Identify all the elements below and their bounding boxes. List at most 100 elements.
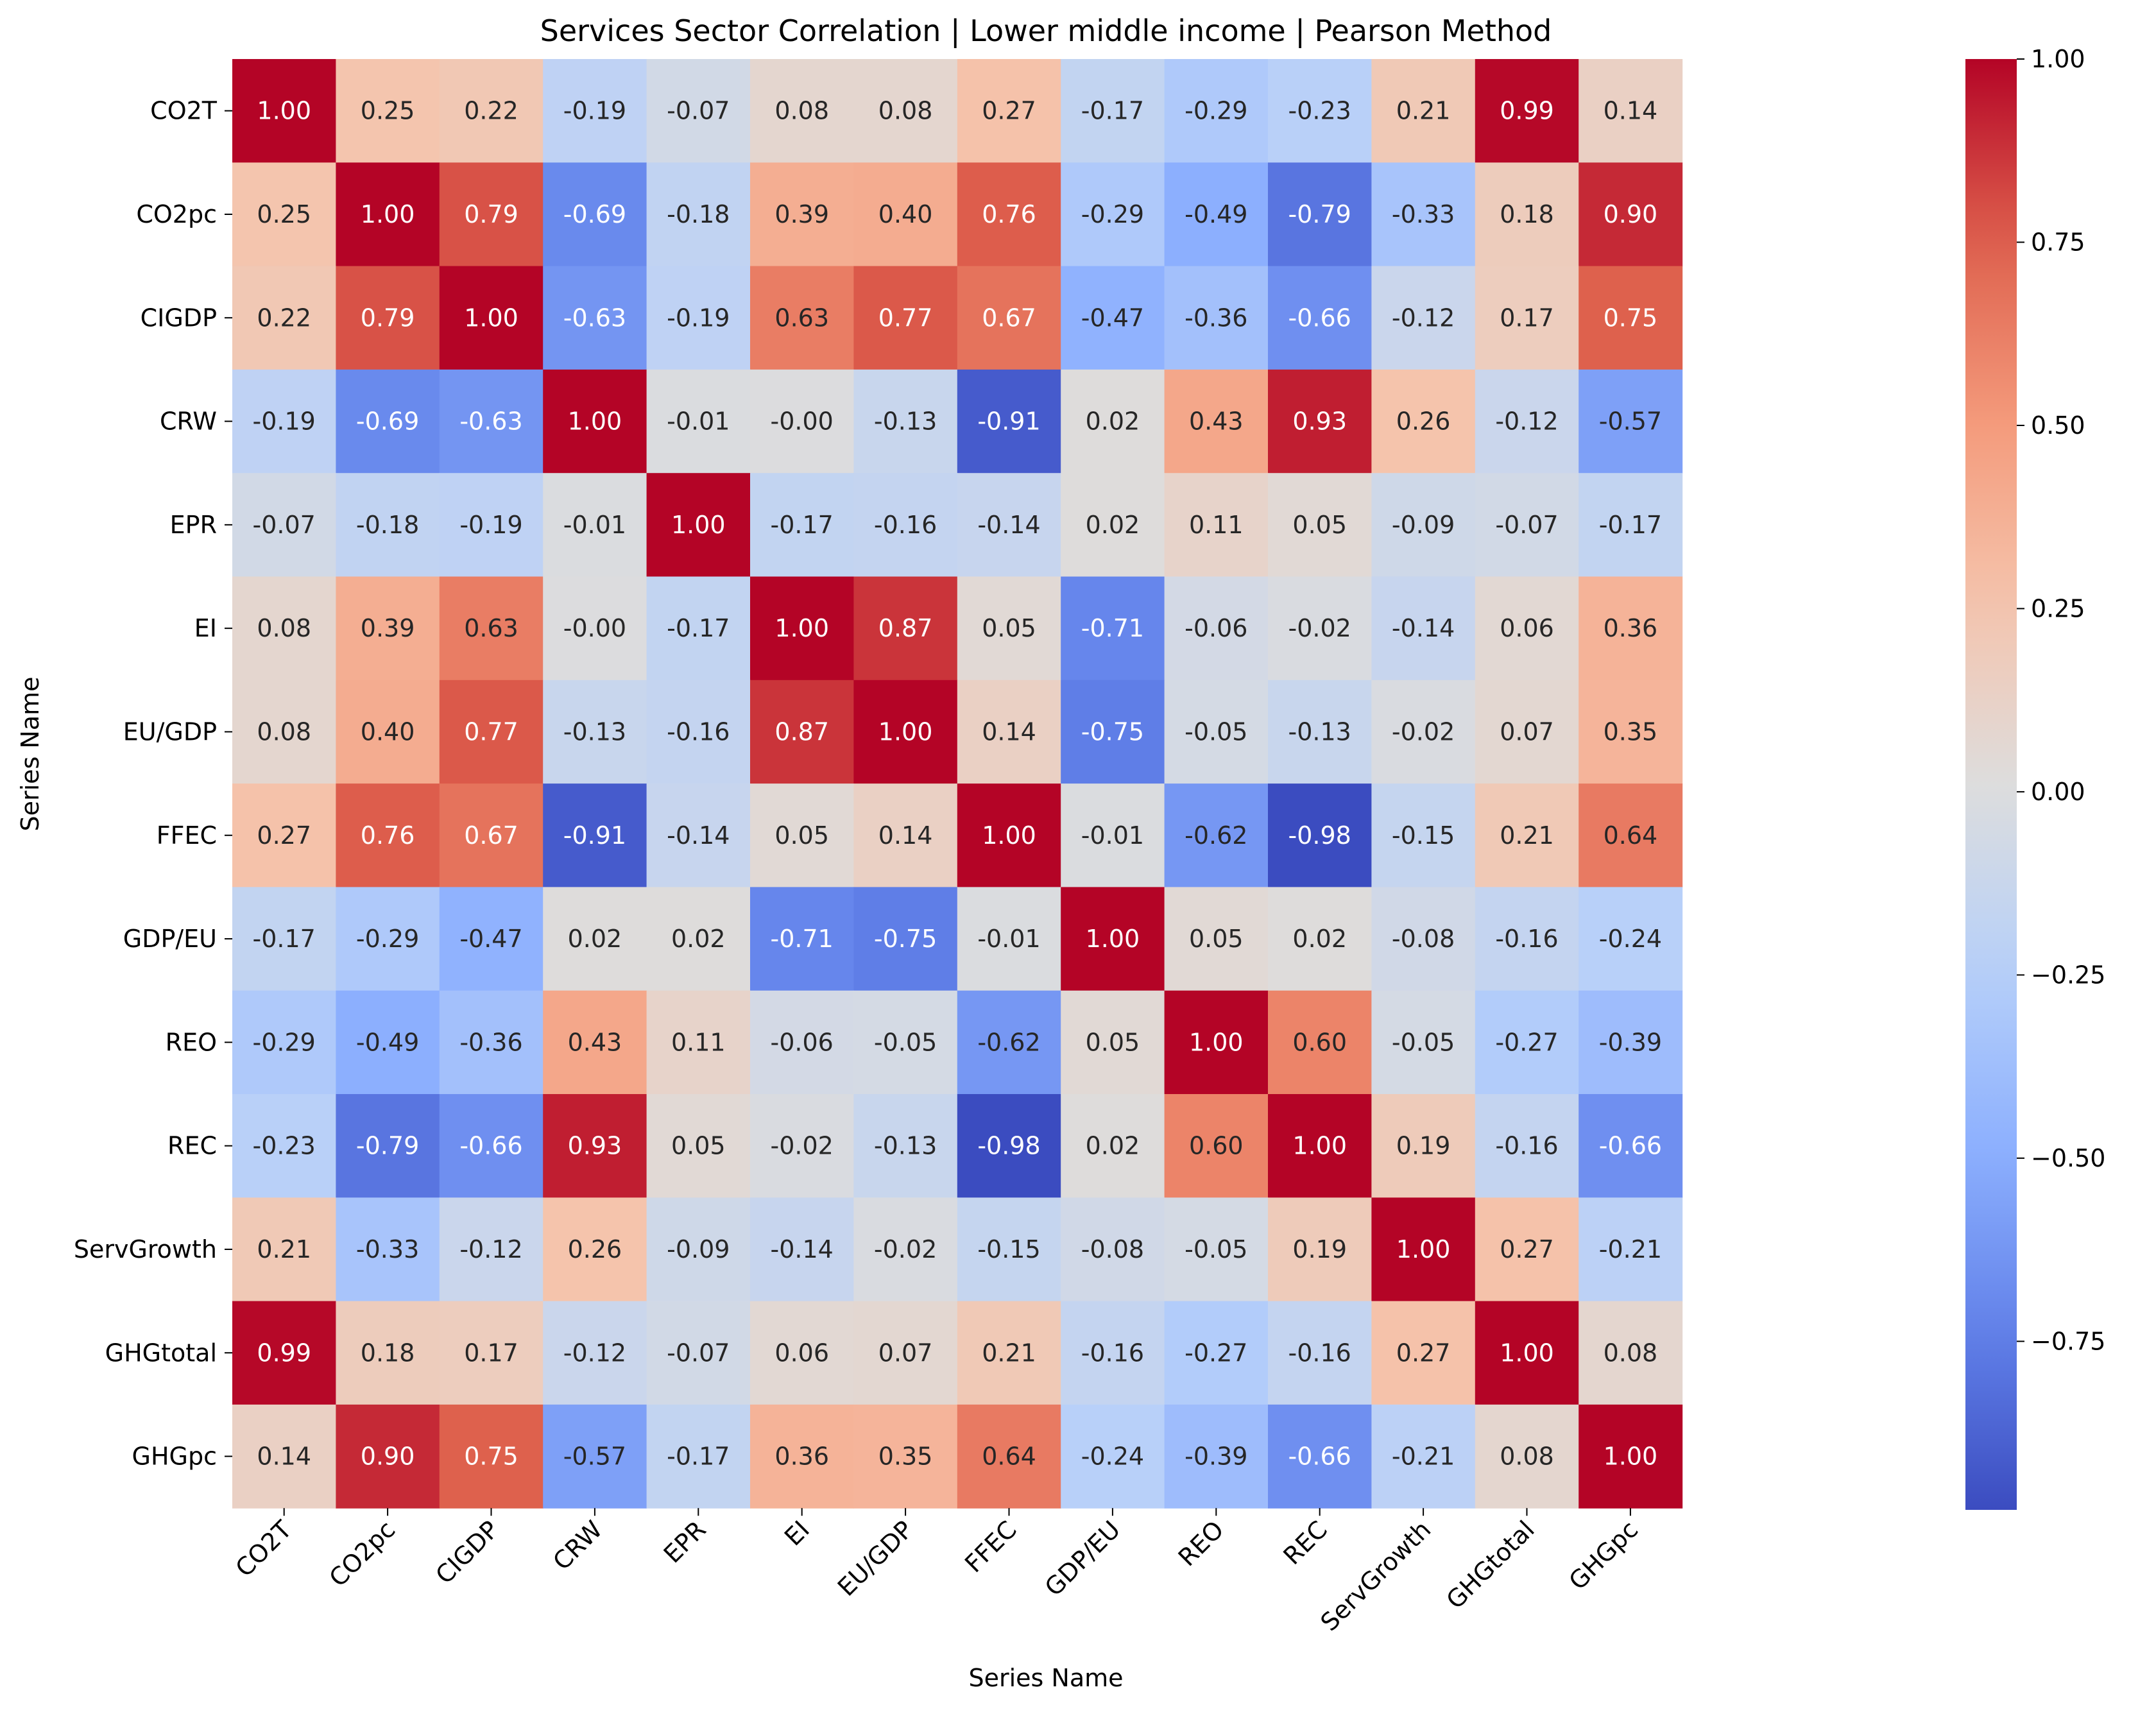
heatmap-cell <box>1371 369 1476 474</box>
cell-value-label: 0.21 <box>1396 97 1451 125</box>
heatmap-cell <box>439 783 543 887</box>
heatmap-cell <box>1268 783 1372 887</box>
heatmap-cell <box>1268 59 1372 163</box>
cell-value-label: 0.19 <box>1396 1132 1451 1160</box>
cell-value-label: 0.35 <box>1604 717 1658 746</box>
cell-value-label: -0.66 <box>459 1132 522 1160</box>
cell-value-label: -0.33 <box>356 1235 419 1263</box>
cell-value-label: -0.06 <box>1185 614 1247 642</box>
heatmap-cell <box>1164 1197 1269 1302</box>
heatmap-cell <box>853 1094 958 1198</box>
cell-value-label: -0.07 <box>253 511 316 539</box>
heatmap-cell <box>1061 783 1165 887</box>
cell-value-label: 0.27 <box>1396 1339 1451 1367</box>
cell-value-label: -0.15 <box>977 1235 1040 1263</box>
heatmap-cell <box>957 887 1061 991</box>
cell-value-label: -0.66 <box>1288 304 1351 332</box>
cell-value-label: 0.19 <box>1292 1235 1347 1263</box>
cell-value-label: -0.18 <box>356 511 419 539</box>
y-tick-label: EI <box>194 614 217 642</box>
x-tick-label: EU/GDP <box>832 1515 919 1602</box>
heatmap-cell <box>439 680 543 784</box>
heatmap-cell <box>336 576 440 681</box>
heatmap-cell <box>543 59 647 163</box>
y-tick-label: CIGDP <box>141 304 217 332</box>
heatmap-cell <box>853 369 958 474</box>
colorbar: 1.00 0.75 0.50 0.25 0.00 −0.25 −0.50 −0.75 <box>1965 45 2105 1510</box>
cell-value-label: 0.18 <box>361 1339 415 1367</box>
heatmap-cell <box>853 1197 958 1302</box>
heatmap-cell <box>1061 266 1165 370</box>
y-axis-ticks: CO2T CO2pc CIGDP CRW EPR EI EU/GDP FFEC GDP/EU RE… <box>74 97 232 1471</box>
cell-value-label: 0.40 <box>361 717 415 746</box>
cell-value-label: -0.00 <box>771 407 834 436</box>
heatmap-cell <box>1371 59 1476 163</box>
cell-value-label: -0.01 <box>667 407 730 436</box>
heatmap-cell <box>1268 369 1372 474</box>
cell-value-label: -0.91 <box>977 407 1040 436</box>
heatmap-cell <box>1579 369 1683 474</box>
cell-value-label: -0.14 <box>667 821 730 850</box>
cell-value-label: -0.07 <box>1495 511 1558 539</box>
cell-value-label: -0.02 <box>1288 614 1351 642</box>
cell-value-label: -0.14 <box>1392 614 1455 642</box>
heatmap-cell <box>543 990 647 1095</box>
cell-value-label: 1.00 <box>671 511 726 539</box>
heatmap-cell <box>1371 680 1476 784</box>
cell-value-label: 0.08 <box>257 614 311 642</box>
heatmap-cell <box>750 990 854 1095</box>
cell-value-label: -0.47 <box>1081 304 1144 332</box>
cell-value-label: 0.08 <box>1500 1442 1554 1471</box>
heatmap-cells: 1.00 0.25 0.22 -0.19 -0.07 0.08 0.08 0.27 -0.17 -… <box>232 59 1683 1509</box>
cell-value-label: -0.24 <box>1081 1442 1144 1471</box>
heatmap-cell <box>1475 1197 1579 1302</box>
cell-value-label: 0.05 <box>1086 1028 1140 1056</box>
y-tick-label: ServGrowth <box>74 1235 217 1263</box>
cell-value-label: 0.25 <box>361 97 415 125</box>
cell-value-label: -0.12 <box>1392 304 1455 332</box>
cell-value-label: -0.29 <box>1185 97 1247 125</box>
heatmap-cell <box>1164 1301 1269 1405</box>
heatmap-cell <box>1061 1301 1165 1405</box>
heatmap-cell <box>543 162 647 267</box>
cell-value-label: 0.39 <box>361 614 415 642</box>
heatmap-cell <box>750 162 854 267</box>
cell-value-label: 0.90 <box>361 1442 415 1471</box>
heatmap-cell <box>543 887 647 991</box>
cell-value-label: -0.33 <box>1392 200 1455 228</box>
heatmap-cell <box>1579 887 1683 991</box>
heatmap-cell <box>853 1404 958 1509</box>
heatmap-cell <box>646 783 751 887</box>
cell-value-label: -0.69 <box>356 407 419 436</box>
heatmap-cell <box>853 887 958 991</box>
heatmap-cell <box>957 1404 1061 1509</box>
heatmap-cell <box>1475 783 1579 887</box>
heatmap-cell <box>336 887 440 991</box>
cell-value-label: 0.08 <box>878 97 933 125</box>
cell-value-label: 0.02 <box>1292 925 1347 953</box>
cell-value-label: -0.01 <box>1081 821 1144 850</box>
heatmap-cell <box>957 576 1061 681</box>
cell-value-label: -0.06 <box>771 1028 834 1056</box>
heatmap-cell <box>646 680 751 784</box>
heatmap-cell <box>853 473 958 578</box>
x-tick-label: GHGtotal <box>1441 1515 1539 1614</box>
cell-value-label: 0.27 <box>1500 1235 1554 1263</box>
heatmap-cell <box>1475 1094 1579 1198</box>
heatmap-cell <box>1475 266 1579 370</box>
cell-value-label: 0.25 <box>257 200 311 228</box>
cell-value-label: 0.67 <box>464 821 518 850</box>
heatmap-cell <box>1061 59 1165 163</box>
cell-value-label: -0.29 <box>253 1028 316 1056</box>
heatmap-cell <box>439 162 543 267</box>
y-tick-label: GHGtotal <box>105 1339 217 1367</box>
heatmap-cell <box>646 369 751 474</box>
heatmap-cell <box>439 990 543 1095</box>
heatmap-cell <box>336 1197 440 1302</box>
cell-value-label: 0.79 <box>464 200 518 228</box>
heatmap-cell <box>1164 473 1269 578</box>
cell-value-label: 0.93 <box>1292 407 1347 436</box>
heatmap-cell <box>439 887 543 991</box>
cell-value-label: 0.06 <box>1500 614 1554 642</box>
heatmap-cell <box>853 783 958 887</box>
